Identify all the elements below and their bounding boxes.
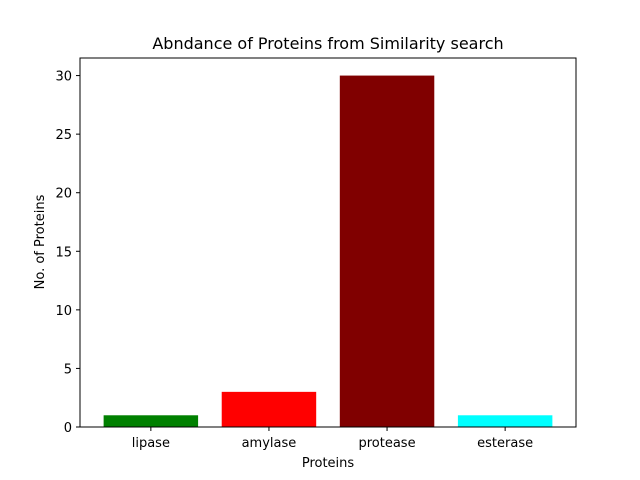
chart-title: Abndance of Proteins from Similarity sea… <box>152 34 503 53</box>
plot-frame <box>79 57 577 428</box>
y-tick-label-0: 0 <box>64 421 72 436</box>
bar-lipase <box>103 415 199 427</box>
y-tick-label-5: 5 <box>64 362 72 377</box>
y-tick-label-20: 20 <box>55 187 72 202</box>
x-axis: lipase amylase protease esterase <box>132 427 533 451</box>
y-axis: 0 5 10 15 20 25 30 <box>55 70 80 436</box>
y-axis-label: No. of Proteins <box>33 194 48 289</box>
bar-amylase <box>221 391 317 427</box>
x-tick-label-amylase: amylase <box>242 436 297 451</box>
x-tick-label-esterase: esterase <box>477 436 533 451</box>
x-axis-label: Proteins <box>302 456 355 471</box>
y-tick-label-30: 30 <box>55 70 72 85</box>
x-tick-label-protease: protease <box>358 436 415 451</box>
x-tick-label-lipase: lipase <box>132 436 170 451</box>
y-tick-label-15: 15 <box>55 245 72 260</box>
y-tick-label-25: 25 <box>55 128 72 143</box>
bar-esterase <box>457 415 553 427</box>
bars-layer <box>103 75 553 428</box>
bar-protease <box>339 75 435 428</box>
y-tick-label-10: 10 <box>55 304 72 319</box>
